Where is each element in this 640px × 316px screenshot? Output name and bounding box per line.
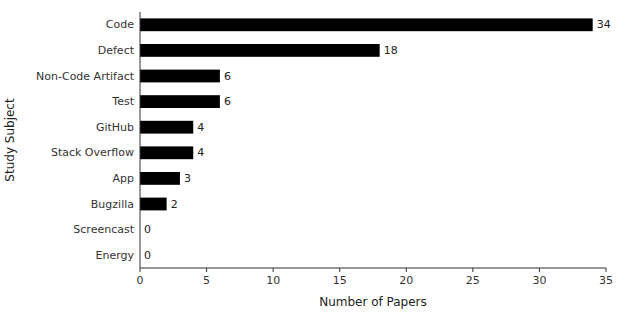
bar [140,146,193,159]
x-tick [606,268,607,272]
data-label: 4 [197,121,204,134]
y-axis-label: Study Subject [3,98,17,182]
data-label: 0 [144,249,151,262]
x-tick-label: 25 [466,274,480,287]
data-label: 6 [224,70,231,83]
y-tick-label: Energy [95,249,134,262]
bars [140,18,593,210]
bar [140,18,593,31]
x-tick [406,268,407,272]
bar [140,172,180,185]
x-tick-label: 35 [599,274,613,287]
y-tick-label: App [113,172,135,185]
y-tick-label: GitHub [96,121,134,134]
y-tick-label: Non-Code Artifact [36,70,135,83]
data-label: 18 [384,44,398,57]
y-tick-label: Code [106,18,134,31]
x-tick-label: 30 [532,274,546,287]
x-tick [273,268,274,272]
chart: 05101520253035CodeDefectNon-Code Artifac… [0,0,640,316]
y-tick-label: Bugzilla [91,198,134,211]
y-axis-line [140,12,141,268]
x-tick-label: 10 [266,274,280,287]
bar [140,121,193,134]
y-tick-label: Test [111,95,134,108]
x-axis-line [140,268,606,269]
data-label: 0 [144,223,151,236]
data-label: 4 [197,146,204,159]
y-tick-label: Screencast [73,223,134,236]
data-label: 3 [184,172,191,185]
x-tick [206,268,207,272]
x-tick [472,268,473,272]
x-tick [339,268,340,272]
x-tick-label: 0 [137,274,144,287]
y-tick-label: Defect [98,44,135,57]
bar [140,95,220,108]
bar [140,198,167,211]
x-tick [539,268,540,272]
x-tick-label: 20 [399,274,413,287]
x-tick-label: 5 [203,274,210,287]
bar [140,44,380,57]
y-tick-label: Stack Overflow [51,146,134,159]
data-label: 2 [171,198,178,211]
x-axis-label: Number of Papers [319,295,427,309]
x-tick [140,268,141,272]
x-tick-label: 15 [333,274,347,287]
data-label: 34 [597,18,611,31]
bar [140,70,220,83]
data-label: 6 [224,95,231,108]
